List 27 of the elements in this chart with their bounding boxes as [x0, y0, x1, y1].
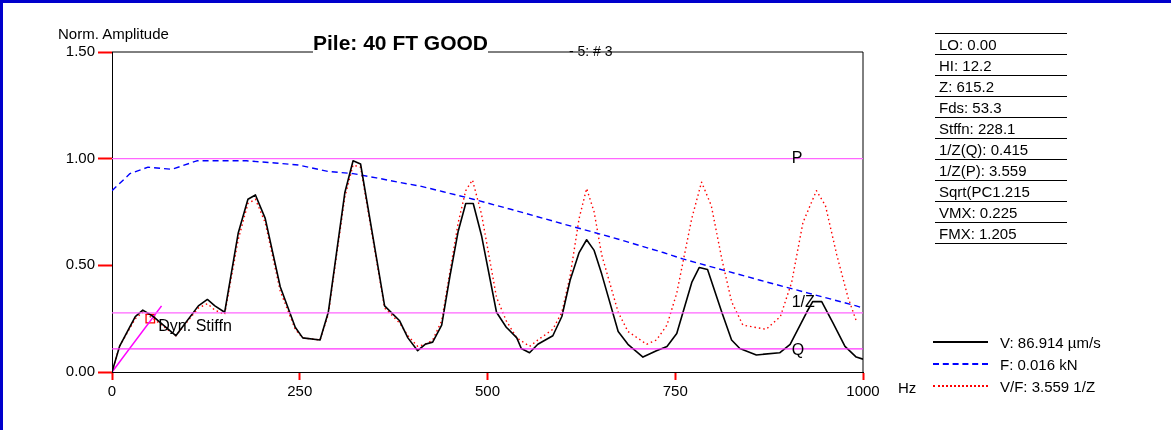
y-axis-title: Norm. Amplitude — [58, 25, 169, 42]
y-tick-label: 1.00 — [65, 148, 95, 166]
text: Sqrt(PC1.215 — [935, 180, 1067, 202]
text: Stffn: 228.1 — [935, 117, 1067, 139]
text: Z: 615.2 — [935, 75, 1067, 97]
y-tick-label: 0.50 — [65, 255, 95, 273]
x-tick-label: 250 — [287, 382, 313, 400]
x-tick-label: 500 — [474, 382, 501, 400]
text: 1/Z(Q): 0.415 — [935, 138, 1067, 160]
ref-line-label: 1/Z — [791, 293, 815, 311]
text: LO: 0.00 — [935, 33, 1067, 55]
x-tick-label: 750 — [662, 382, 688, 400]
text: Fds: 53.3 — [935, 96, 1067, 118]
text: HI: 12.2 — [935, 54, 1067, 76]
y-tick-label: 0.00 — [65, 362, 95, 380]
x-tick-label: 1000 — [846, 382, 880, 400]
x-axis-title: Hz — [898, 379, 917, 396]
legend-label: V: 86.914 µm/s — [1000, 333, 1101, 351]
chart-title: Pile: 40 FT GOOD — [313, 31, 489, 55]
text: 1/Z(P): 3.559 — [935, 159, 1067, 181]
text: VMX: 0.225 — [935, 201, 1067, 223]
legend-label: F: 0.016 kN — [1000, 355, 1078, 373]
text: FMX: 1.205 — [935, 222, 1067, 244]
chart-subtitle: - 5: # 3 — [569, 43, 613, 59]
legend-label: V/F: 3.559 1/Z — [1000, 377, 1096, 395]
x-tick-label: 0 — [107, 382, 117, 400]
y-tick-label: 1.50 — [65, 42, 95, 60]
